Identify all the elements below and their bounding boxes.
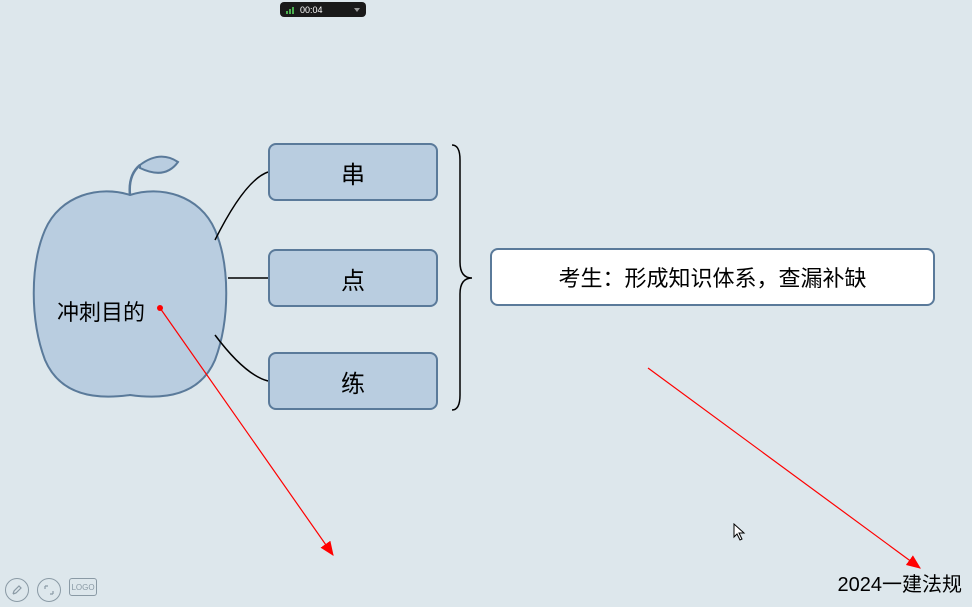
cursor-icon [733,523,747,541]
brace [452,145,472,410]
apple-leaf [140,157,178,173]
node-box-1: 串 [268,143,438,201]
root-label: 冲刺目的 [57,295,145,327]
recorder-bar[interactable]: 00:04 [280,2,366,17]
pointer-dot [157,305,163,311]
result-box: 考生：形成知识体系，查漏补缺 [490,248,935,306]
connector-3 [215,335,268,381]
tool-pen-button[interactable] [5,578,29,602]
node-label-1: 串 [341,155,365,190]
node-box-2: 点 [268,249,438,307]
signal-icon [286,6,294,14]
recorder-timer: 00:04 [300,5,323,15]
result-label: 考生：形成知识体系，查漏补缺 [558,261,866,293]
logo-text: LOGO [71,583,94,592]
tool-expand-button[interactable] [37,578,61,602]
connector-1 [215,172,268,240]
toolbar: LOGO [5,578,97,602]
node-label-2: 点 [341,261,365,296]
node-box-3: 练 [268,352,438,410]
arrow-1 [160,308,333,555]
pen-icon [11,584,23,596]
apple-body [34,191,227,396]
dropdown-icon[interactable] [354,8,360,12]
node-label-3: 练 [341,364,365,399]
arrow-2 [648,368,920,568]
footer-text: 2024一建法规 [838,568,963,597]
expand-icon [43,584,55,596]
tool-logo-button[interactable]: LOGO [69,578,97,596]
apple-stem [130,165,140,195]
